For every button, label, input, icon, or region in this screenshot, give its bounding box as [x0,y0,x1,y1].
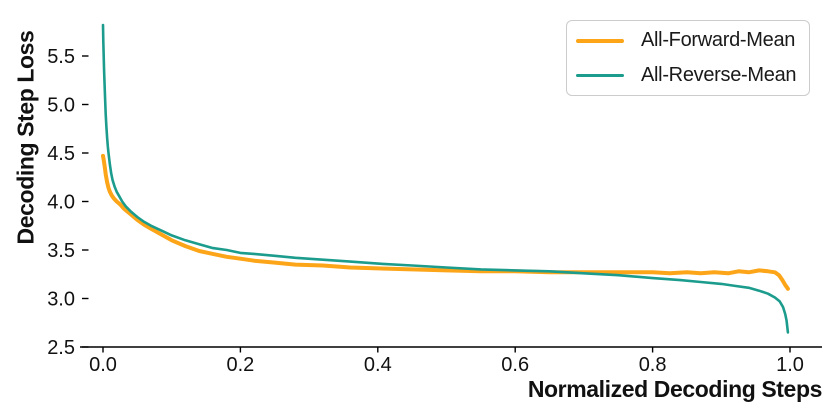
y-axis-title: Decoding Step Loss [12,30,39,245]
legend-label-forward: All-Forward-Mean [641,29,796,51]
x-tick-label: 0.0 [89,354,117,376]
x-tick-label: 0.4 [364,354,392,376]
y-tick-label: 5.0 [47,95,75,117]
legend-item-reverse: All-Reverse-Mean [567,64,809,87]
x-axis-title: Normalized Decoding Steps [527,376,823,402]
x-tick-label: 0.8 [639,354,667,376]
y-tick-label: 4.5 [47,143,75,165]
y-tick-label: 3.5 [47,240,75,262]
y-tick-label: 4.0 [47,192,75,214]
x-tick-label: 0.6 [501,354,529,376]
legend-label-reverse: All-Reverse-Mean [641,64,797,86]
x-tick-label: 1.0 [776,354,804,376]
forward-line-swatch-icon [576,38,624,43]
y-tick-label: 2.5 [47,337,75,359]
x-tick-label: 0.2 [226,354,254,376]
legend-item-forward: All-Forward-Mean [567,29,809,52]
series-line-reverse [101,23,790,334]
reverse-line-swatch-icon [576,74,624,77]
y-tick-label: 5.5 [47,46,75,68]
y-tick-label: 3.0 [47,289,75,311]
series-line-forward [101,153,790,291]
legend: All-Forward-Mean All-Reverse-Mean [566,20,810,96]
